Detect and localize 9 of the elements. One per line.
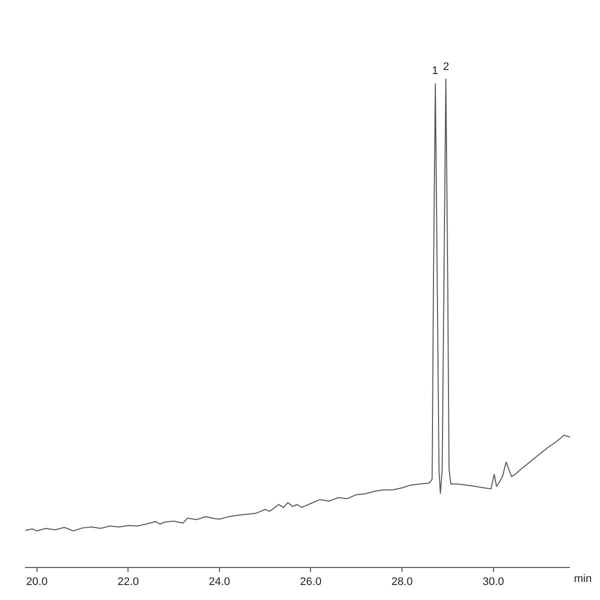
x-tick-label: 24.0 [208,576,230,588]
x-axis-title: min [574,573,592,585]
x-tick-label: 30.0 [482,576,504,588]
x-tick-label: 20.0 [26,576,48,588]
x-tick-label: 26.0 [300,576,322,588]
annotation: 2 [443,61,450,73]
x-tick-label: 28.0 [391,576,413,588]
x-tick-label: 22.0 [117,576,139,588]
annotation: 1 [432,65,438,77]
